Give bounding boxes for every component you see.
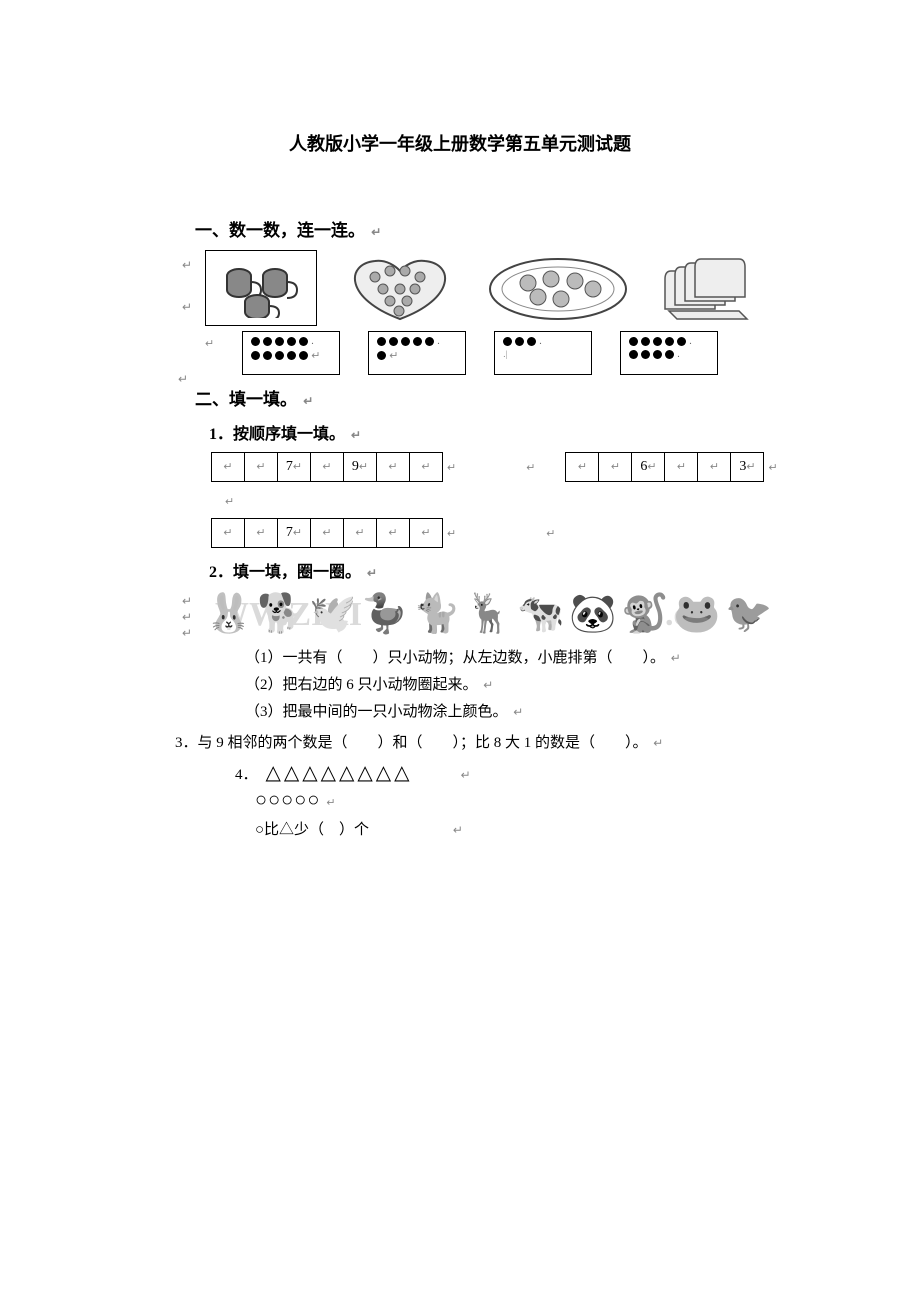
sub3: 3．与 9 相邻的两个数是（ ）和（ ）；比 8 大 1 的数是（ ）。 ↵ [175, 731, 785, 752]
animal-cat: 🐈 [413, 590, 461, 638]
picture-bread [651, 249, 761, 327]
animal-duck: 🦆 [361, 590, 409, 638]
return-icon: ↵ [178, 372, 188, 387]
return-icon: ↵ [205, 337, 214, 350]
dot-box-1: . ↵ [242, 331, 340, 375]
return-icon: ↵ [182, 300, 192, 315]
return-icon: ↵ [225, 496, 234, 508]
return-icon: ↵ [453, 823, 463, 837]
return-icon: ↵ [371, 225, 381, 239]
animal-cow: 🐄 [517, 590, 565, 638]
return-icon: ↵ [671, 651, 681, 665]
picture-plate-tomatoes [483, 249, 633, 327]
animals-wrapper: ↵ ↵ ↵ WW.ZIXI .cn 🐰 🐕 🕊️ 🦆 🐈 🦌 🐄 🐼 🐒 🐸 🐦 [195, 590, 785, 638]
worksheet-page: 人教版小学一年级上册数学第五单元测试题 一、数一数，连一连。 ↵ ↵ ↵ ↵ [0, 0, 920, 1302]
section2-heading-text: 二、填一填。 [195, 390, 297, 409]
sub4-compare: ○比△少（ ）个 ↵ [255, 818, 785, 839]
q1-pictures-row [205, 249, 785, 327]
seq-table-a: ↵↵ 7↵ ↵ 9↵ ↵↵ [211, 452, 443, 482]
return-icon: ↵ [461, 768, 474, 782]
return-icon: ↵ [303, 394, 313, 408]
sub2-q1: （1）一共有（ ）只小动物；从左边数，小鹿排第（ ）。 ↵ [245, 646, 785, 667]
sub4-circles: ○○○○○ ↵ [255, 789, 785, 812]
return-icon: ↵ [182, 594, 192, 609]
cell: 9 [352, 459, 359, 474]
sub2-q3-text: （3）把最中间的一只小动物涂上颜色。 [245, 704, 508, 720]
cell: 7 [286, 459, 293, 474]
picture-heart-cookies [335, 249, 465, 327]
animal-pigeon: 🕊️ [309, 590, 357, 638]
return-icon: ↵ [653, 736, 663, 750]
return-icon: ↵ [513, 705, 523, 719]
seq-table-c: ↵↵ 7↵ ↵↵ ↵↵ [211, 518, 443, 548]
dot-box-3: . .| [494, 331, 592, 375]
triangles: △△△△△△△△ [266, 762, 413, 784]
section1-heading-text: 一、数一数，连一连。 [195, 221, 365, 240]
animal-panda: 🐼 [569, 590, 617, 638]
return-icon: ↵ [182, 610, 192, 625]
animal-dog: 🐕 [257, 590, 305, 638]
seq-table-b: ↵↵ 6↵ ↵↵ 3↵ [565, 452, 764, 482]
animals-row: 🐰 🐕 🕊️ 🦆 🐈 🦌 🐄 🐼 🐒 🐸 🐦 [205, 590, 785, 638]
sub1-heading: 1．按顺序填一填。 ↵ [209, 420, 785, 444]
return-icon: ↵ [483, 678, 493, 692]
dot-box-4: . . [620, 331, 718, 375]
return-icon: ↵ [367, 566, 377, 580]
sub2-q2-text: （2）把右边的 6 只小动物圈起来。 [245, 677, 478, 693]
animal-rabbit: 🐰 [205, 590, 253, 638]
page-title: 人教版小学一年级上册数学第五单元测试题 [0, 130, 920, 156]
return-icon: ↵ [326, 797, 336, 809]
circles: ○○○○○ [255, 789, 320, 811]
return-icon: ↵ [182, 258, 192, 273]
section2-heading: 二、填一填。 ↵ [195, 385, 785, 410]
sub2-q1-text: （1）一共有（ ）只小动物；从左边数，小鹿排第（ ）。 [245, 650, 665, 666]
animal-deer: 🦌 [465, 590, 513, 638]
sub4-triangles: 4． △△△△△△△△ ↵ [235, 760, 785, 785]
seq-row-1: ↵↵ 7↵ ↵ 9↵ ↵↵ ↵ ↵ ↵↵ 6↵ ↵↵ 3↵ ↵ [211, 452, 785, 482]
sub4-label: 4． [235, 767, 258, 783]
animal-bird: 🐦 [725, 590, 773, 638]
animal-monkey: 🐒 [621, 590, 669, 638]
sub2-q3: （3）把最中间的一只小动物涂上颜色。 ↵ [245, 700, 785, 721]
dot-box-2: . ↵ [368, 331, 466, 375]
section1-heading: 一、数一数，连一连。 ↵ [195, 216, 785, 241]
q1-dots-row: ↵ . ↵ . ↵ . .| . . [225, 331, 785, 375]
picture-cups [205, 250, 317, 326]
cell: 7 [286, 525, 293, 540]
return-icon: ↵ [351, 428, 361, 442]
sub2-heading: 2．填一填，圈一圈。 ↵ [209, 558, 785, 582]
sub2-heading-text: 2．填一填，圈一圈。 [209, 564, 361, 581]
content-area: 一、数一数，连一连。 ↵ ↵ ↵ ↵ [195, 216, 785, 839]
sub1-heading-text: 1．按顺序填一填。 [209, 426, 345, 443]
return-icon: ↵ [182, 626, 192, 641]
animal-frog: 🐸 [673, 590, 721, 638]
compare-text: ○比△少（ ）个 [255, 822, 369, 838]
seq-row-2: ↵↵ 7↵ ↵↵ ↵↵ ↵ ↵ [211, 518, 785, 548]
sub2-q2: （2）把右边的 6 只小动物圈起来。 ↵ [245, 673, 785, 694]
sub3-text: 3．与 9 相邻的两个数是（ ）和（ ）；比 8 大 1 的数是（ ）。 [175, 735, 648, 751]
